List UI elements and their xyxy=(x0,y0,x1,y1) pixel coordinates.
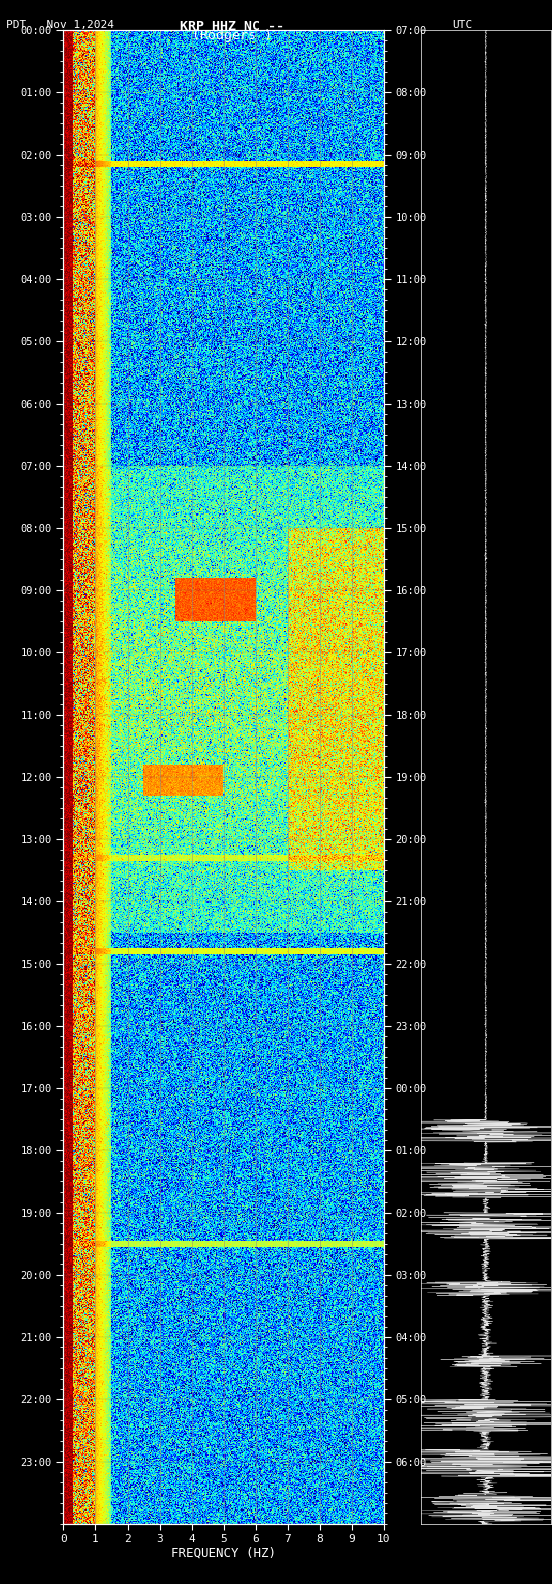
Text: (Rodgers ): (Rodgers ) xyxy=(192,29,272,43)
X-axis label: FREQUENCY (HZ): FREQUENCY (HZ) xyxy=(171,1548,276,1560)
Text: UTC: UTC xyxy=(453,19,473,30)
Text: KRP HHZ NC --: KRP HHZ NC -- xyxy=(180,19,284,33)
Text: PDT   Nov 1,2024: PDT Nov 1,2024 xyxy=(6,19,114,30)
